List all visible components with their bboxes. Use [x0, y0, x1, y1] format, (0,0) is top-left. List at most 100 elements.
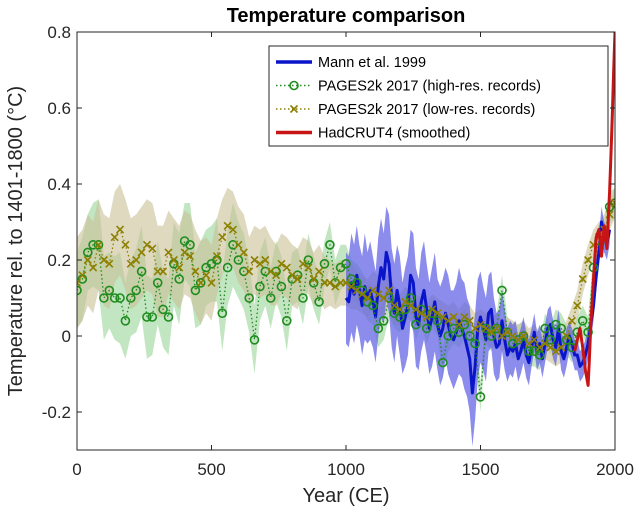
pages-high-point	[126, 293, 136, 303]
pages-high-point	[470, 338, 480, 349]
pages-high-point	[195, 277, 206, 288]
pages-low-point	[148, 244, 157, 253]
pages-low-point	[228, 225, 238, 234]
pages-high-point	[99, 293, 109, 303]
y-tick-label: 0.2	[47, 251, 71, 270]
pages-low-point	[331, 282, 340, 291]
pages-low-point	[202, 271, 211, 280]
pages-low-point	[395, 305, 404, 314]
pages-low-point	[573, 301, 582, 310]
pages-high-point	[443, 331, 454, 341]
pages-low-point	[282, 263, 291, 272]
pages-high-point	[228, 240, 238, 250]
pages-low-point	[465, 316, 474, 325]
pages-low-point	[406, 301, 415, 310]
pages-low-point	[175, 263, 184, 272]
x-tick-label: 0	[72, 460, 81, 479]
pages-high-point	[319, 258, 330, 269]
pages-low-point	[110, 233, 119, 242]
pages-high-point	[384, 293, 394, 303]
pages-low-point	[610, 198, 615, 208]
pages-low-point	[492, 324, 501, 333]
pages-low-point	[218, 233, 227, 242]
pages-low-point	[309, 274, 318, 284]
pages-low-point	[428, 305, 437, 314]
pages-low-point	[83, 255, 92, 265]
pages-low-point	[417, 309, 426, 318]
pages-high-point	[260, 266, 271, 277]
pages-low-point	[239, 248, 248, 257]
pages-low-point	[530, 335, 539, 344]
pages-low-point	[341, 278, 351, 287]
pages-high-point	[577, 315, 588, 326]
pages-low-point	[524, 339, 533, 348]
pages-high-point	[421, 323, 432, 334]
pages-low-point	[207, 278, 216, 287]
pages-low-point	[540, 339, 550, 348]
pages-low-point	[567, 316, 577, 325]
pages-low-point	[137, 248, 146, 257]
pages-high-point	[583, 327, 593, 338]
pages-low-point	[293, 274, 302, 284]
pages-low-point	[196, 278, 205, 287]
pages-low-point	[121, 240, 130, 249]
pages-low-point	[277, 259, 286, 268]
y-axis-label: Temperature rel. to 1401-1800 (°C)	[5, 86, 27, 396]
pages-low-point	[514, 335, 523, 344]
pages-high-point	[432, 315, 443, 326]
legend: Mann et al. 1999 PAGES2k 2017 (high-res. …	[268, 45, 609, 147]
pages-low-point	[89, 263, 98, 272]
pages-high-point	[475, 391, 486, 402]
pages-high-point	[83, 247, 93, 258]
pages-high-point	[405, 293, 416, 303]
pages-high-point	[136, 266, 147, 277]
pages-low-point	[368, 286, 377, 295]
pages-low-point	[476, 320, 485, 329]
pages-low-point	[315, 267, 324, 276]
pages-high-point	[556, 323, 567, 334]
pages-low-point	[384, 286, 394, 295]
pages-low-point	[374, 290, 383, 299]
pages-high-point	[378, 315, 389, 326]
pages-low-point	[363, 293, 372, 303]
x-axis-label: Year (CE)	[302, 485, 389, 507]
pages-low-point	[578, 274, 587, 284]
pages-low-point	[352, 286, 361, 295]
pages-high-point	[610, 198, 615, 208]
pages-low-point	[444, 316, 453, 325]
hadcrut-line	[573, 32, 615, 387]
pages-high-point	[497, 285, 507, 296]
pages-high-point	[454, 327, 464, 338]
pages-high-point	[115, 293, 125, 303]
pages-low-point	[481, 324, 490, 333]
x-tick-label: 500	[197, 460, 225, 479]
pages-high-point	[298, 293, 308, 303]
pages-low-point	[304, 263, 313, 272]
pages-high-point	[120, 315, 131, 326]
pages-low-point	[460, 312, 469, 322]
pages-low-point	[438, 312, 447, 322]
pages-low-point	[255, 259, 264, 268]
pages-high-point	[394, 312, 405, 322]
pages-low-point	[271, 271, 281, 280]
pages-high-point	[109, 293, 120, 303]
y-tick-label: 0	[62, 327, 71, 346]
pages-low-point	[99, 255, 108, 265]
pages-low-point	[94, 240, 103, 249]
pages-low-point	[422, 312, 431, 322]
pages-low-point	[298, 259, 308, 268]
x-axis: 0 500 1000 1500 2000	[72, 32, 634, 479]
pages-high-point	[314, 296, 324, 307]
pages-high-point	[104, 285, 115, 296]
pages-high-point	[281, 315, 292, 326]
pages-low-point	[132, 255, 141, 265]
pages-high-point	[158, 304, 168, 315]
pages-high-point	[534, 350, 545, 360]
pages-high-point	[222, 262, 233, 273]
pages-high-point	[518, 331, 529, 341]
pages-low-point	[379, 293, 388, 303]
pages-high-point	[540, 323, 550, 334]
pages-high-point	[400, 304, 411, 315]
pages-high-point	[244, 293, 254, 303]
